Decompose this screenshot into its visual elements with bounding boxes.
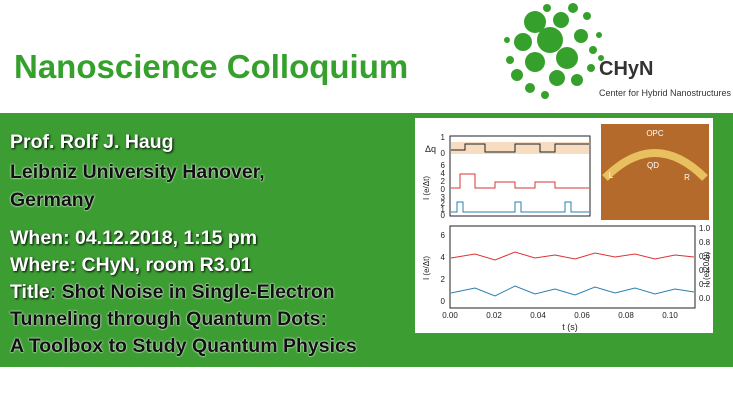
value: : 04.12.2018, 1:15 pm: [63, 227, 258, 249]
logo: CHyN Center for Hybrid Nanostructures: [504, 3, 732, 99]
figure-label: 1: [441, 205, 446, 214]
figure-label: 1: [441, 133, 446, 142]
figure-label: Δq: [425, 144, 436, 154]
figure-label: 0.8: [699, 238, 711, 247]
figure-label: 0.6: [699, 252, 711, 261]
figure-label: 2: [441, 199, 446, 208]
figure-label: I (e/Δt): [422, 176, 431, 200]
figure-label: R: [684, 173, 690, 182]
figure-label: QD: [647, 161, 659, 170]
label: Title: [10, 281, 50, 303]
talk-title: Tunneling through Quantum Dots:: [10, 308, 327, 330]
talk-title: A Toolbox to Study Quantum Physics: [10, 335, 357, 357]
figure-label: 0: [441, 211, 446, 220]
figure-label: 1.0: [699, 224, 711, 233]
affiliation: Germany: [10, 189, 95, 211]
figure-label: 0.4: [699, 266, 711, 275]
figure-label: 2: [441, 275, 446, 284]
figure-label: 0: [441, 297, 446, 306]
figure-label: 0.06: [574, 311, 590, 320]
figure-label: 3: [441, 193, 446, 202]
figure-label: 0.04: [530, 311, 546, 320]
figure-label: 0.2: [699, 280, 711, 289]
figure-label: 0.0: [699, 294, 711, 303]
figure-label: 0.00: [442, 311, 458, 320]
logo-name: CHyN: [599, 58, 653, 80]
figure-label: I (e/20Δt): [702, 251, 711, 284]
figure-label: 0.08: [618, 311, 634, 320]
value: : Shot Noise in Single-Electron: [49, 281, 335, 303]
logo-subtitle: Center for Hybrid Nanostructures: [599, 88, 732, 98]
figure-label: 2: [441, 177, 446, 186]
figure-label: 0.02: [486, 311, 502, 320]
figure-label: 4: [441, 169, 446, 178]
figure-label: 6: [441, 161, 446, 170]
title: Nanoscience Colloquium: [14, 48, 409, 85]
figure-label: 6: [441, 231, 446, 240]
figure-label: OPC: [646, 129, 664, 138]
figure-label: 0: [441, 185, 446, 194]
figure-label: 0.10: [662, 311, 678, 320]
label: When: [10, 227, 64, 249]
talk-title: Title: Shot Noise in Single-Electron: [10, 281, 335, 304]
affiliation: Leibniz University Hanover,: [10, 161, 265, 183]
figure-label: t (s): [562, 322, 578, 332]
figure-label: 4: [441, 253, 446, 262]
value: : CHyN, room R3.01: [69, 254, 252, 276]
figure-label: 0: [441, 149, 446, 158]
label: Where: [10, 254, 70, 276]
when: When: 04.12.2018, 1:15 pm: [10, 227, 257, 250]
speaker: Prof. Rolf J. Haug: [10, 131, 174, 153]
figure-label: L: [609, 171, 614, 180]
where: Where: CHyN, room R3.01: [10, 254, 252, 277]
figure-label: I (e/Δt): [422, 256, 431, 280]
